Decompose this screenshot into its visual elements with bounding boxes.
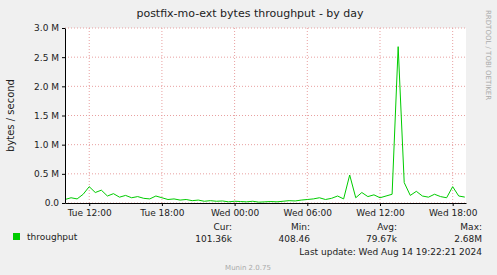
y-tick-label: 3.0 M [34, 23, 59, 33]
y-grid-line [65, 203, 466, 204]
y-tick-mark [62, 28, 65, 29]
y-tick-mark [62, 203, 65, 204]
x-tick-label: Wed 12:00 [356, 208, 405, 218]
y-tick-label: 1.0 M [34, 140, 59, 150]
y-tick-mark [62, 116, 65, 117]
stats: Cur: Min: Avg: Max: 101.36k 408.46 79.67k 2.68M [195, 222, 482, 244]
plot-background [65, 28, 466, 203]
y-tick-mark [62, 57, 65, 58]
x-tick: Wed 18:00 [429, 203, 478, 218]
y-tick-label: 0.5 M [34, 169, 59, 179]
y-axis-line [65, 29, 66, 204]
x-tick-label: Wed 06:00 [284, 208, 333, 218]
stat-value: 2.68M [454, 234, 482, 244]
y-grid-line [65, 57, 466, 58]
x-tick-mark [453, 203, 454, 206]
x-tick-mark [307, 203, 308, 206]
background [0, 0, 497, 275]
y-tick-label: 2.5 M [34, 53, 59, 63]
x-tick-mark [162, 203, 163, 206]
stat-header: Avg: [377, 222, 397, 232]
y-tick: 1.5 M [34, 111, 65, 121]
y-tick: 2.5 M [34, 53, 65, 63]
y-tick: 0.5 M [34, 169, 65, 179]
y-tick: 0.0 [45, 198, 65, 208]
x-grid-line [307, 28, 308, 203]
x-tick: Wed 06:00 [284, 203, 333, 218]
y-tick-label: 2.0 M [34, 82, 59, 92]
stat-value: 408.46 [279, 234, 311, 244]
watermark: RRDTOOL / TOBI OETIKER [484, 10, 492, 100]
x-tick-label: Wed 18:00 [429, 208, 478, 218]
credits: Munin 2.0.75 [225, 264, 271, 272]
x-tick-label: Wed 00:00 [211, 208, 260, 218]
x-tick: Wed 12:00 [356, 203, 405, 218]
y-tick-label: 1.5 M [34, 111, 59, 121]
x-tick: Tue 12:00 [67, 203, 112, 218]
stat-header: Cur: [213, 222, 232, 232]
y-grid-line [65, 115, 466, 116]
stat-header: Min: [291, 222, 310, 232]
y-tick-label: 0.0 [45, 198, 60, 208]
y-tick-mark [62, 174, 65, 175]
y-grid-line [65, 144, 466, 145]
x-tick-label: Tue 18:00 [139, 208, 184, 218]
x-tick-mark [235, 203, 236, 206]
legend-swatch [13, 233, 20, 240]
x-tick-label: Tue 12:00 [67, 208, 112, 218]
chart-title: postfix-mo-ext bytes throughput - by day [136, 7, 364, 20]
y-tick: 3.0 M [34, 23, 65, 33]
grid [65, 28, 466, 203]
y-axis: 0.0 0.5 M 1.0 M 1.5 M 2.0 M 2.5 M 3.0 M [34, 23, 65, 208]
legend-label: throughput [27, 232, 78, 242]
stat-value: 101.36k [195, 234, 232, 244]
y-tick-mark [62, 145, 65, 146]
plot-area [65, 47, 465, 202]
series-line [65, 47, 465, 202]
y-grid-line [65, 28, 466, 29]
x-tick: Tue 18:00 [139, 203, 184, 218]
y-tick: 1.0 M [34, 140, 65, 150]
y-tick: 2.0 M [34, 82, 65, 92]
stat-header: Max: [460, 222, 482, 232]
y-grid-line [65, 173, 466, 174]
x-tick-mark [89, 203, 90, 206]
x-axis: Tue 12:00 Tue 18:00 Wed 00:00 Wed 06:00 Wed … [66, 203, 478, 218]
x-tick-mark [380, 203, 381, 206]
chart-svg: Tue 12:00 Tue 18:00 Wed 00:00 Wed 06:00 Wed … [0, 0, 497, 275]
x-tick: Wed 00:00 [211, 203, 260, 218]
x-grid-line [234, 28, 235, 203]
y-axis-label: bytes / second [5, 79, 16, 152]
y-grid-line [65, 86, 466, 87]
footer: Last update: Wed Aug 14 19:22:21 2024 [299, 247, 482, 257]
x-axis-line [66, 203, 467, 204]
y-tick-mark [62, 86, 65, 87]
legend: throughput [13, 232, 78, 242]
stat-value: 79.67k [366, 234, 398, 244]
